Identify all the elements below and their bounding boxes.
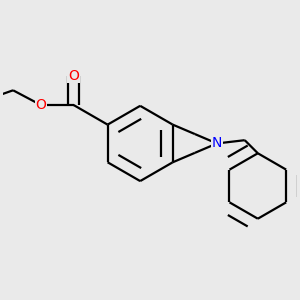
Text: O: O bbox=[35, 98, 46, 112]
Text: N: N bbox=[212, 136, 222, 151]
Text: O: O bbox=[68, 69, 79, 82]
